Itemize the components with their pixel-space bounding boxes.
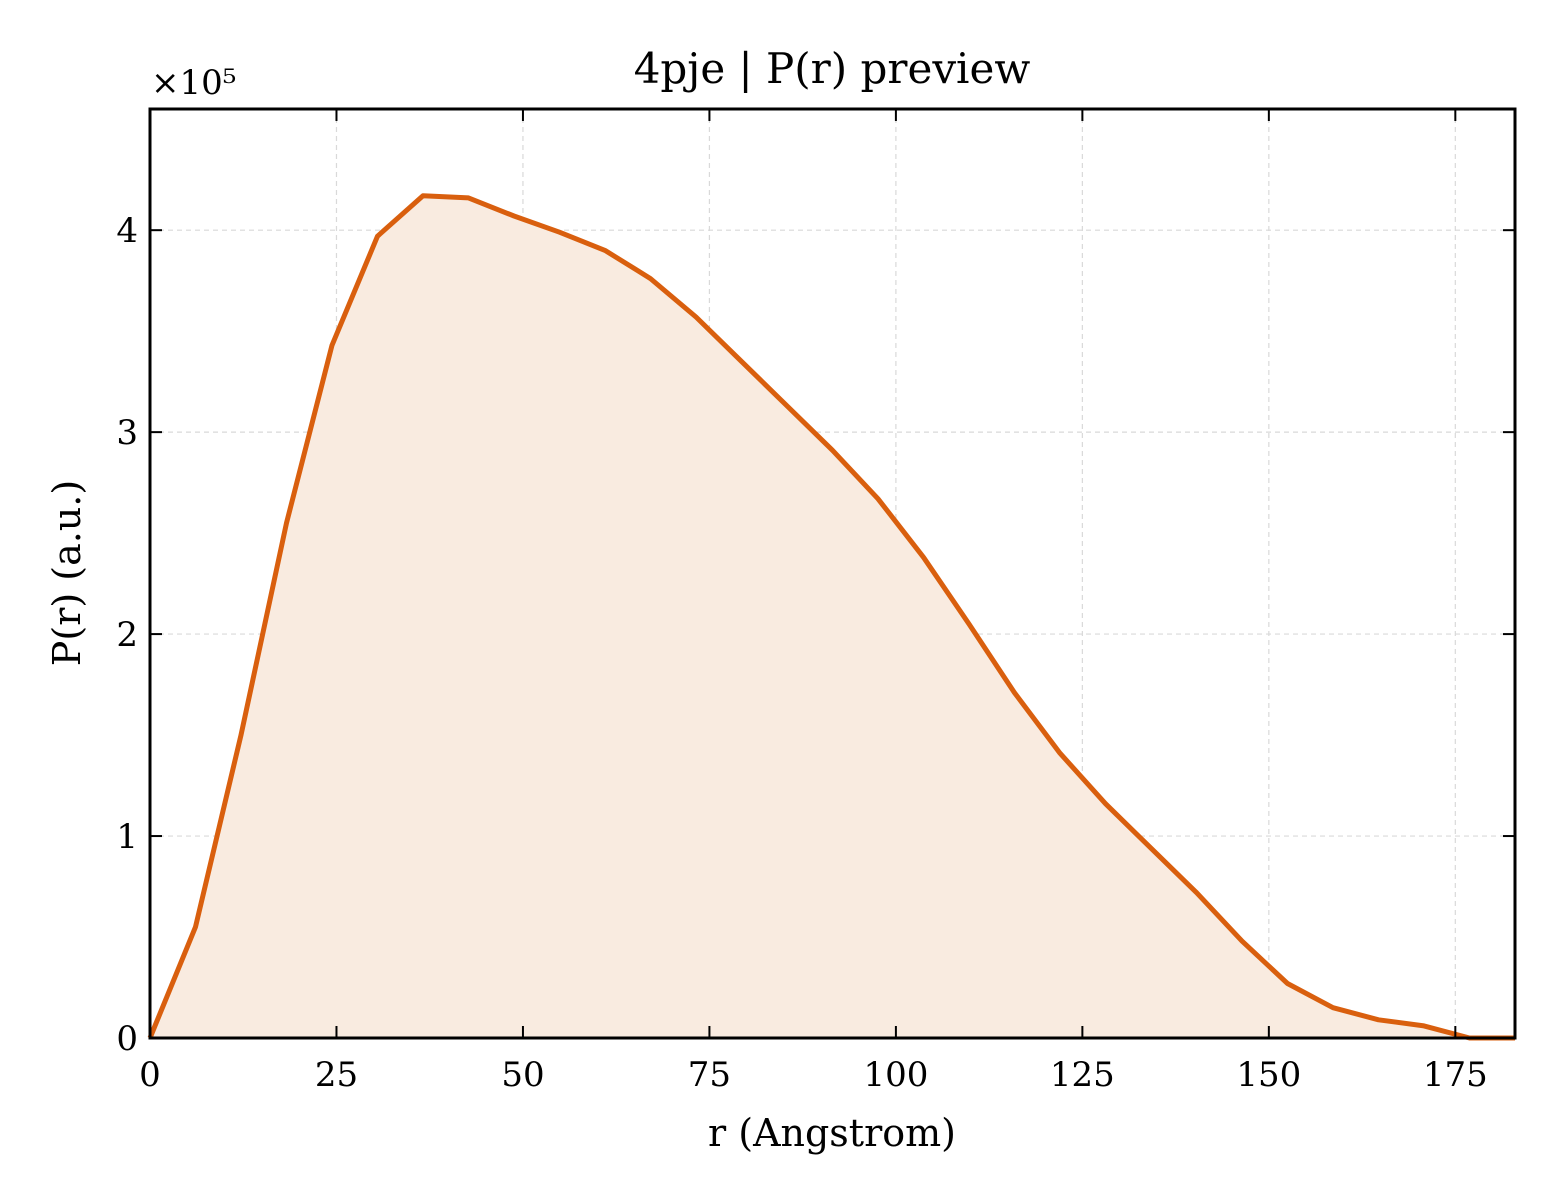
series-area-fill: [150, 195, 1515, 1039]
tick-labels: 0 25 50 75 100 125 150 175 0 1 2 3 4: [116, 211, 1487, 1095]
x-axis-label: r (Angstrom): [708, 1111, 956, 1155]
y-tick-label: 2: [116, 615, 138, 655]
y-tick-label: 1: [116, 817, 138, 857]
chart-title: 4pje | P(r) preview: [634, 44, 1031, 93]
series-line: [147, 193, 1515, 1041]
x-tick-label: 50: [501, 1055, 544, 1095]
plot-frame: [148, 107, 1517, 1040]
y-axis-label: P(r) (a.u.): [45, 480, 89, 666]
x-tick-label: 100: [863, 1055, 928, 1095]
y-tick-label: 0: [116, 1019, 138, 1059]
x-tick-label: 75: [688, 1055, 731, 1095]
x-tick-label: 0: [139, 1055, 161, 1095]
x-tick-label: 125: [1050, 1055, 1115, 1095]
y-tick-label: 4: [116, 211, 138, 251]
x-tick-label: 175: [1423, 1055, 1488, 1095]
y-scale-multiplier: ×10⁵: [151, 63, 236, 103]
x-tick-label: 25: [315, 1055, 358, 1095]
y-tick-label: 3: [116, 413, 138, 453]
x-tick-label: 150: [1236, 1055, 1301, 1095]
